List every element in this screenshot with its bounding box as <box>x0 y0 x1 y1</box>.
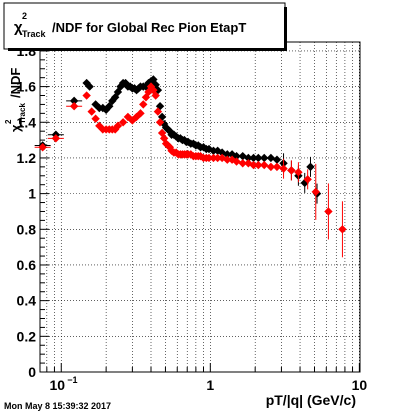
chart-title: /NDF for Global Rec Pion EtapT <box>52 20 246 35</box>
title-box: χ 2 Track /NDF for Global Rec Pion EtapT <box>3 2 287 51</box>
title-box-shadow <box>8 48 285 51</box>
title-box-shadow-right <box>284 7 287 51</box>
data-point <box>118 118 128 127</box>
data-point <box>254 160 263 170</box>
title-subscript: Track <box>22 29 47 39</box>
data-point <box>51 134 61 143</box>
y-tick-label: 0.4 <box>17 293 37 309</box>
data-point <box>153 85 163 95</box>
data-point <box>141 82 151 91</box>
y-axis-label-rest: /NDF <box>8 68 23 98</box>
data-point <box>272 162 282 172</box>
data-point <box>144 87 153 97</box>
data-point <box>69 102 79 111</box>
x-tick-label: 1 <box>206 377 214 393</box>
data-point <box>266 153 276 163</box>
data-point <box>244 153 253 163</box>
y-axis-label-subscript: Track <box>18 103 27 124</box>
data-point <box>324 207 333 216</box>
y-tick-label: 0 <box>28 364 36 380</box>
y-tick-label: 1.2 <box>17 150 37 166</box>
data-series <box>34 75 347 258</box>
data-point <box>85 82 94 91</box>
data-point <box>287 166 296 175</box>
data-point <box>300 178 309 188</box>
title-superscript: 2 <box>22 11 27 21</box>
data-point <box>338 225 347 234</box>
data-point <box>151 91 160 100</box>
data-point <box>311 187 320 197</box>
data-point <box>139 100 148 109</box>
data-point <box>260 153 269 163</box>
y-axis-label: χ 2 Track /NDF <box>4 68 27 132</box>
data-point <box>232 157 241 166</box>
y-axis-label-superscript: 2 <box>4 119 13 124</box>
data-point <box>159 119 169 129</box>
data-point <box>91 114 100 123</box>
x-axis-label: pT/|q| (GeV/c) <box>266 392 356 408</box>
data-point <box>272 155 282 164</box>
data-point <box>249 153 258 163</box>
data-point <box>266 162 276 172</box>
data-point <box>303 175 312 184</box>
plot-frame <box>39 41 361 373</box>
data-point <box>95 121 104 131</box>
y-tick-label: 1.6 <box>17 79 37 95</box>
y-tick-label: 0.2 <box>17 328 37 344</box>
data-point <box>113 121 123 131</box>
data-point <box>213 153 222 163</box>
y-tick-label: 0.6 <box>17 257 37 273</box>
data-point <box>260 160 269 170</box>
data-point <box>294 168 303 177</box>
data-point <box>254 153 263 163</box>
data-point <box>136 109 145 118</box>
y-tick-label: 0.8 <box>17 221 37 237</box>
data-point <box>110 125 120 134</box>
data-point <box>223 150 232 159</box>
series-black <box>34 75 322 204</box>
data-point <box>121 78 130 88</box>
data-point <box>144 78 153 88</box>
data-point <box>38 143 47 152</box>
x-tick-label: 10 <box>352 377 368 393</box>
y-axis-label-symbol: χ <box>8 124 23 132</box>
data-point <box>108 96 117 106</box>
data-point <box>69 96 79 106</box>
x-tick-label-exponent: −1 <box>67 375 77 385</box>
y-tick-label: 1.4 <box>17 114 37 130</box>
title-symbol: χ <box>14 19 23 36</box>
series-red <box>34 82 347 258</box>
data-point <box>116 82 125 91</box>
data-point <box>87 107 96 116</box>
data-point <box>141 93 151 102</box>
grid-lines <box>40 42 360 372</box>
data-point <box>306 162 315 172</box>
data-point <box>238 159 247 168</box>
data-point <box>132 112 141 122</box>
data-point <box>279 164 288 173</box>
data-point <box>223 155 232 164</box>
data-point <box>155 118 165 127</box>
data-point <box>238 151 247 161</box>
data-point <box>82 78 91 88</box>
data-point <box>105 102 114 111</box>
data-point <box>204 153 214 163</box>
x-tick-label: 10 <box>49 377 65 393</box>
y-tick-label: 1 <box>28 186 36 202</box>
data-point <box>153 107 163 116</box>
data-point <box>82 91 91 100</box>
data-point <box>128 116 137 125</box>
footer-timestamp: Mon May 8 15:39:32 2017 <box>4 401 111 411</box>
data-point <box>249 160 258 170</box>
